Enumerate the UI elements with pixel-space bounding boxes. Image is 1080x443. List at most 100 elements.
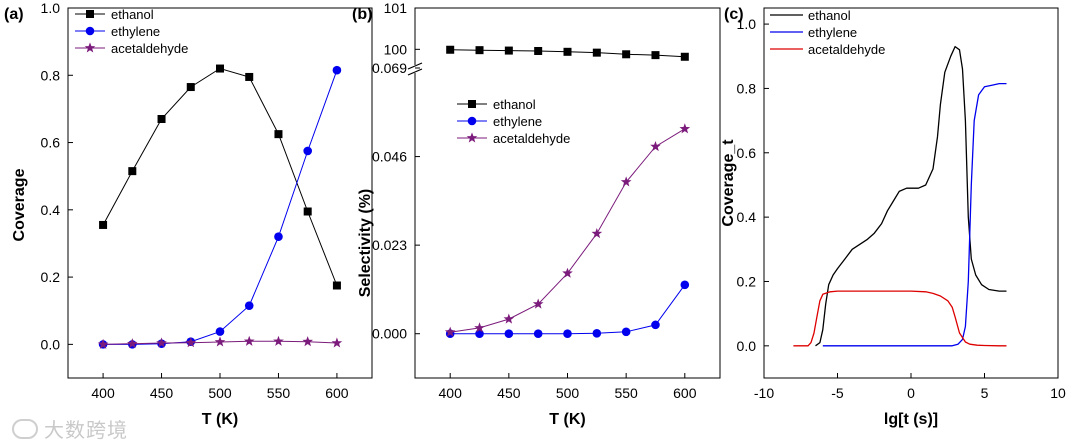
chart-b-break-mark (407, 68, 423, 76)
chart-c-xlabel: lg[t (s)] (884, 411, 938, 428)
chart-b-point (592, 329, 602, 338)
chart-c-panel-label: (c) (724, 6, 744, 23)
chart-c-legend-label: ethanol (808, 8, 851, 23)
chart-b-legend-label: acetaldehyde (493, 131, 570, 146)
chart-a-point (156, 337, 167, 348)
chart-a-point (157, 115, 166, 123)
chart-a-legend-marker (85, 26, 95, 36)
chart-b-point (446, 45, 455, 54)
chart-b-point (620, 176, 632, 187)
chart-b-point (504, 46, 513, 55)
chart-a-ytick-label: 0.8 (41, 67, 61, 83)
chart-a-point (127, 338, 138, 349)
chart-a-panel-label: (a) (4, 6, 24, 23)
chart-c-ytick-label: 0.6 (737, 145, 757, 161)
chart-c-xtick-label: -10 (754, 385, 774, 401)
chart-a-point (303, 146, 312, 156)
chart-b-ytick-label-upper: 101 (384, 0, 408, 16)
chart-b-point (680, 52, 689, 61)
chart-b-legend-label: ethylene (493, 114, 542, 129)
chart-c: -10 -5 0 5 10 0.0 0.2 0.4 0.6 0.8 1.0 lg[t (s)] Cove… (720, 6, 1066, 428)
chart-a-point (274, 130, 283, 139)
chart-b-ytick-label-lower: 0.023 (372, 237, 407, 253)
watermark: 大数跨境 (12, 414, 128, 443)
chart-a-point (331, 337, 343, 348)
chart-a-point (244, 301, 254, 310)
chart-b-ylabel: Selectivity (%) (357, 189, 374, 297)
chart-c-xtick-label: 10 (1050, 385, 1066, 401)
chart-b-point (475, 46, 484, 55)
chart-a-legend-label: acetaldehyde (111, 41, 188, 56)
chart-b-xlabel: T (K) (549, 411, 585, 428)
chart-b-ytick-label-lower: 0.046 (372, 149, 407, 165)
chart-b-legend-marker (468, 100, 476, 108)
chart-b-point (532, 298, 544, 309)
chart-a-point (128, 167, 137, 176)
chart-c-series-line (815, 45, 1007, 347)
chart-b-point (504, 329, 514, 339)
chart-a-point (215, 327, 225, 336)
chart-b-xtick-label: 550 (614, 385, 638, 401)
chart-c-ytick-label: 0.0 (737, 338, 757, 354)
chart-c-series-line (822, 82, 1007, 347)
chart-a-point (332, 281, 341, 290)
chart-a-xtick-label: 600 (325, 385, 349, 401)
chart-a-xtick-label: 500 (208, 385, 232, 401)
chart-b-point (503, 313, 515, 324)
chart-a-legend-marker (86, 10, 94, 18)
chart-b-point (563, 47, 572, 56)
chart-a: 400 450 500 550 600 0.0 0.2 0.4 0.6 0.8 1.0 T (K) Co… (4, 0, 373, 428)
chart-b-point (680, 280, 690, 290)
chart-b-legend-marker (467, 116, 477, 126)
chart-c-legend-label: acetaldehyde (808, 42, 885, 57)
chart-b-point (562, 267, 573, 278)
chart-a-point (332, 65, 342, 75)
chart-a-series-line (102, 67, 338, 286)
chart-b-frame (414, 7, 721, 379)
chart-b-point (444, 326, 456, 337)
chart-a-xtick-label: 550 (267, 385, 291, 401)
chart-c-ylabel: Coverage_t (720, 139, 737, 227)
chart-b-ytick-label-upper: 100 (384, 41, 408, 57)
chart-b-point (475, 329, 484, 339)
chart-b-break-gap (409, 65, 421, 73)
chart-b-point (592, 48, 601, 57)
chart-a-ytick-label: 1.0 (41, 0, 61, 16)
watermark-text: 大数跨境 (44, 418, 128, 442)
chart-a-ylabel: Coverage (11, 168, 28, 241)
chart-a-point (186, 83, 195, 92)
chart-c-frame (763, 7, 1059, 379)
chart-b-xtick-label: 400 (439, 385, 463, 401)
chart-a-legend-marker (84, 42, 96, 53)
chart-c-ytick-label: 1.0 (737, 16, 757, 32)
chart-a-series-line (103, 70, 338, 345)
chart-a-point (302, 336, 313, 347)
chart-c-ytick-label: 0.2 (737, 273, 757, 289)
chart-b-point (651, 320, 660, 330)
chart-a-point (245, 72, 254, 81)
chart-b-ytick-label-lower: 0.069 (372, 60, 407, 76)
chart-b-point (651, 51, 660, 60)
chart-a-xtick-label: 400 (91, 385, 115, 401)
chart-c-xtick-label: -5 (831, 385, 844, 401)
chart-a-legend-label: ethanol (111, 7, 154, 22)
chart-a-point (273, 335, 284, 346)
chart-a-point (243, 335, 255, 346)
chart-b-legend-marker (466, 132, 478, 143)
chart-a-point (216, 64, 224, 73)
chart-b-point (679, 123, 691, 134)
chart-b-xtick-label: 600 (673, 385, 697, 401)
chart-b: 400 450 500 550 600 100 101 0.000 0.023 0.046 0.06… (352, 0, 721, 428)
chart-b-point (621, 327, 631, 337)
chart-c-xtick-label: 5 (981, 385, 989, 401)
chart-b-point (622, 50, 631, 59)
chart-b-point (534, 46, 543, 55)
chart-c-legend-label: ethylene (808, 25, 857, 40)
chart-b-series-line (450, 128, 686, 333)
chart-a-xlabel: T (K) (202, 411, 238, 428)
chart-b-xtick-label: 450 (497, 385, 521, 401)
chart-a-point (303, 207, 312, 216)
chart-b-point (563, 329, 572, 339)
chart-a-point (274, 232, 283, 242)
